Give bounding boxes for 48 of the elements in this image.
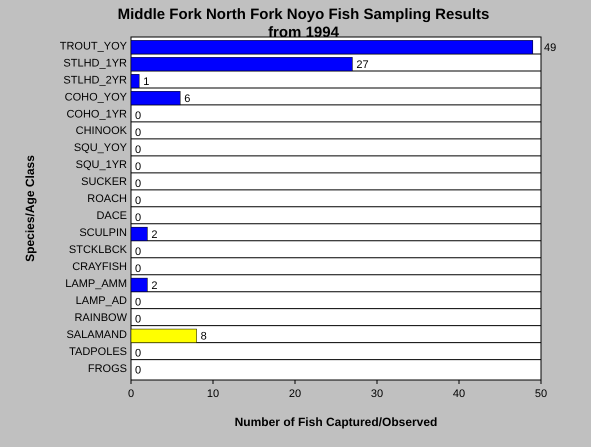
y-tick-label: RAINBOW [74, 312, 128, 324]
x-tick-label: 10 [206, 388, 220, 400]
y-tick-label: ROACH [87, 193, 128, 206]
data-label: 0 [135, 126, 142, 139]
x-tick-label: 0 [128, 388, 134, 400]
y-tick-label: LAMP_AD [76, 295, 128, 308]
data-label: 49 [544, 42, 556, 54]
y-tick-label: STCKLBCK [68, 244, 128, 256]
y-tick-label: CHINOOK [76, 125, 128, 138]
y-tick-label: LAMP_AMM [65, 278, 127, 290]
data-label: 0 [135, 178, 142, 190]
y-tick-label: DACE [96, 210, 127, 222]
y-tick-label: CRAYFISH [72, 261, 128, 274]
data-label: 0 [135, 246, 142, 258]
data-label: 0 [135, 314, 142, 326]
data-label: 2 [151, 228, 158, 241]
y-tick-label: TROUT_YOY [60, 40, 128, 52]
y-tick-label: SQU_YOY [74, 142, 128, 154]
x-axis-title: Number of Fish Captured/Observed [234, 415, 438, 429]
y-tick-label: TADPOLES [69, 346, 127, 358]
data-label: 0 [135, 194, 142, 207]
data-label: 6 [184, 92, 190, 105]
y-tick-label: COHO_1YR [66, 108, 128, 120]
y-tick-label: COHO_YOY [64, 91, 128, 104]
data-label: 27 [356, 59, 369, 72]
y-axis-title: Species/Age Class [23, 154, 37, 262]
x-tick-label: 30 [370, 388, 384, 400]
data-label: 0 [135, 364, 142, 377]
y-tick-label: STLHD_1YR [63, 57, 128, 70]
data-label: 2 [151, 280, 158, 292]
data-label: 0 [135, 144, 142, 156]
data-label: 0 [135, 262, 142, 275]
data-label: 8 [200, 330, 207, 343]
data-label: 0 [135, 212, 142, 224]
y-tick-label: SQU_1YR [76, 159, 128, 172]
y-tick-label: SALAMAND [66, 329, 128, 342]
data-label: 0 [135, 296, 142, 309]
y-tick-label: STLHD_2YR [63, 74, 128, 86]
data-label: 0 [135, 160, 142, 173]
x-tick-label: 50 [534, 388, 548, 400]
data-label: 1 [143, 76, 150, 88]
x-tick-label: 20 [288, 388, 302, 400]
data-label: 0 [135, 110, 142, 122]
y-tick-label: SCULPIN [79, 227, 128, 240]
y-tick-label: FROGS [88, 362, 127, 375]
x-tick-label: 40 [452, 388, 466, 400]
y-tick-label: SUCKER [81, 176, 128, 188]
data-label: 0 [135, 348, 142, 360]
